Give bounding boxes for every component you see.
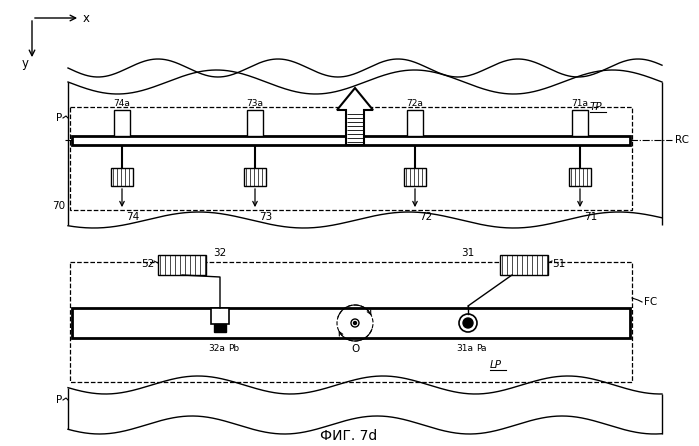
- Text: 52: 52: [140, 259, 154, 269]
- Text: 74a: 74a: [113, 99, 131, 108]
- Bar: [572, 110, 588, 136]
- Text: TP: TP: [590, 102, 603, 112]
- Text: FC: FC: [644, 297, 657, 307]
- Text: 51: 51: [552, 259, 565, 269]
- Bar: [158, 255, 206, 275]
- Text: Pb: Pb: [228, 344, 239, 353]
- Text: 71: 71: [584, 212, 597, 222]
- Text: y: y: [22, 57, 29, 70]
- Text: 73a: 73a: [247, 99, 264, 108]
- Bar: [404, 168, 426, 186]
- Bar: [407, 110, 423, 136]
- Bar: [111, 168, 133, 186]
- Text: 32a: 32a: [208, 344, 225, 353]
- Text: RC: RC: [675, 135, 689, 145]
- Text: 72a: 72a: [407, 99, 424, 108]
- Bar: [70, 262, 632, 382]
- Bar: [72, 308, 630, 338]
- Text: ФИГ. 7d: ФИГ. 7d: [320, 429, 377, 443]
- Text: LP: LP: [490, 360, 502, 370]
- Bar: [72, 136, 630, 145]
- Text: x: x: [83, 12, 90, 25]
- Bar: [211, 308, 229, 324]
- Text: 70: 70: [52, 201, 65, 211]
- Text: 72: 72: [419, 212, 432, 222]
- Circle shape: [463, 318, 473, 328]
- Text: 74: 74: [126, 212, 139, 222]
- Text: 32: 32: [213, 248, 226, 258]
- Text: O: O: [351, 344, 359, 354]
- Bar: [247, 110, 263, 136]
- Text: P: P: [56, 395, 62, 405]
- Text: Pa: Pa: [476, 344, 487, 353]
- Bar: [244, 168, 266, 186]
- Text: 73: 73: [259, 212, 272, 222]
- Circle shape: [354, 322, 356, 325]
- Text: 31: 31: [461, 248, 475, 258]
- Text: 71a: 71a: [572, 99, 589, 108]
- Text: 31a: 31a: [456, 344, 473, 353]
- Bar: [214, 324, 226, 332]
- Bar: [70, 107, 632, 210]
- Text: P: P: [56, 113, 62, 123]
- Bar: [569, 168, 591, 186]
- Bar: [114, 110, 130, 136]
- Polygon shape: [337, 88, 373, 145]
- Bar: [500, 255, 548, 275]
